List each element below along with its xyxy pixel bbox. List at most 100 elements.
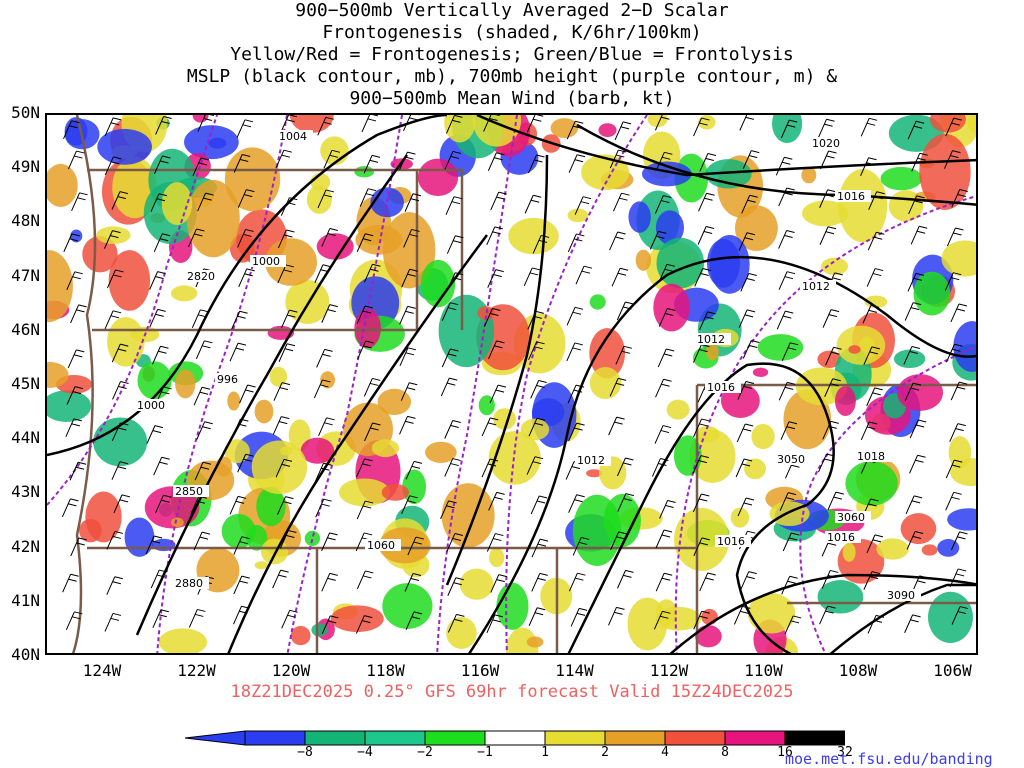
colorbar: [185, 730, 845, 746]
wind-barb: [654, 115, 670, 131]
wind-barb: [490, 191, 507, 211]
wind-barb: [233, 575, 250, 595]
wind-barb: [280, 309, 298, 329]
wind-barb: [404, 573, 422, 592]
wind-barb: [69, 461, 87, 481]
wind-barb: [782, 532, 800, 552]
wind-barb: [488, 491, 505, 511]
shade-blob: [47, 163, 78, 207]
wind-barb: [658, 308, 676, 327]
shade-blob: [897, 374, 944, 411]
wind-barb: [155, 116, 172, 135]
shade-blob: [354, 308, 381, 349]
colorbar-tick-label: 1: [541, 745, 549, 760]
wind-barb: [401, 495, 418, 515]
mslp-contour-label: 1000: [252, 255, 280, 268]
wind-barb: [608, 606, 625, 626]
wind-barb: [944, 272, 962, 291]
wind-barb: [316, 348, 333, 368]
wind-barb: [446, 272, 464, 291]
wind-barb: [191, 309, 209, 329]
wind-barb: [279, 529, 297, 549]
wind-barb: [904, 382, 922, 402]
wind-barb: [740, 272, 757, 292]
wind-barb: [778, 187, 795, 207]
wind-barb: [483, 308, 501, 327]
wind-barb: [239, 384, 256, 404]
wind-barb: [868, 191, 885, 210]
shade-blob: [221, 513, 256, 549]
contour-label-bg: [855, 450, 891, 462]
wind-barb: [237, 228, 254, 248]
shade-blob: [655, 210, 685, 245]
wind-barb: [111, 461, 129, 480]
height-contour-label: 3050: [777, 453, 805, 466]
shade-blob: [757, 334, 804, 361]
wind-barb: [106, 269, 124, 289]
shade-blob: [838, 168, 888, 243]
colorbar-segment: [364, 730, 426, 746]
wind-barb: [950, 303, 968, 323]
wind-barb: [614, 121, 632, 141]
shade-blob: [747, 593, 796, 634]
wind-barb: [63, 233, 80, 253]
wind-barb: [568, 494, 585, 513]
wind-barb: [819, 605, 836, 625]
wind-barb: [447, 577, 464, 596]
wind-barb: [528, 417, 546, 437]
wind-barb: [527, 310, 544, 330]
shade-blob: [290, 625, 311, 646]
wind-barb: [104, 117, 122, 137]
wind-barb: [444, 458, 461, 477]
shade-blob: [477, 306, 495, 320]
contour-label-bg: [835, 190, 871, 202]
wind-barb: [481, 417, 499, 437]
wind-barb: [736, 423, 754, 443]
wind-barb: [742, 150, 760, 169]
wind-barb: [866, 268, 884, 287]
shade-blob: [79, 518, 102, 543]
wind-barb: [444, 150, 462, 170]
wind-barb: [570, 607, 588, 627]
wind-barb: [272, 416, 290, 435]
wind-barb: [781, 575, 798, 595]
wind-barb: [566, 120, 584, 140]
wind-barb: [104, 156, 122, 176]
wind-barb: [489, 384, 507, 404]
wind-barb: [863, 571, 881, 590]
shade-blob: [265, 238, 318, 286]
wind-barb: [523, 267, 541, 287]
wind-barb: [524, 194, 542, 214]
border-line: [417, 168, 464, 330]
wind-barb: [907, 120, 925, 140]
shade-blob: [730, 507, 750, 528]
wind-barb: [531, 538, 549, 558]
wind-barb: [65, 418, 82, 438]
wind-barb: [566, 342, 583, 362]
wind-barb: [277, 229, 295, 249]
shade-blob: [817, 350, 842, 368]
wind-barb: [364, 422, 381, 442]
wind-barb: [528, 154, 545, 174]
wind-barb: [197, 192, 214, 212]
wind-barb: [112, 380, 129, 400]
wind-barb: [575, 265, 593, 285]
shade-blob: [834, 386, 856, 417]
wind-barb: [615, 345, 633, 365]
height-contour-label: 2820: [187, 270, 215, 283]
wind-barb: [401, 268, 418, 288]
mslp-contour-label: 1016: [827, 531, 855, 544]
shade-blob: [598, 123, 617, 137]
wind-barb: [237, 453, 254, 473]
shade-blob: [526, 636, 544, 648]
wind-barb: [440, 377, 458, 397]
shade-blob: [96, 226, 131, 245]
wind-barb: [444, 420, 461, 439]
wind-barb: [946, 227, 964, 247]
wind-barb: [778, 271, 796, 290]
wind-barb: [483, 115, 500, 132]
shade-blob: [586, 469, 603, 478]
shade-blob: [698, 115, 716, 130]
wind-barb: [566, 306, 584, 326]
wind-barb: [195, 340, 213, 360]
